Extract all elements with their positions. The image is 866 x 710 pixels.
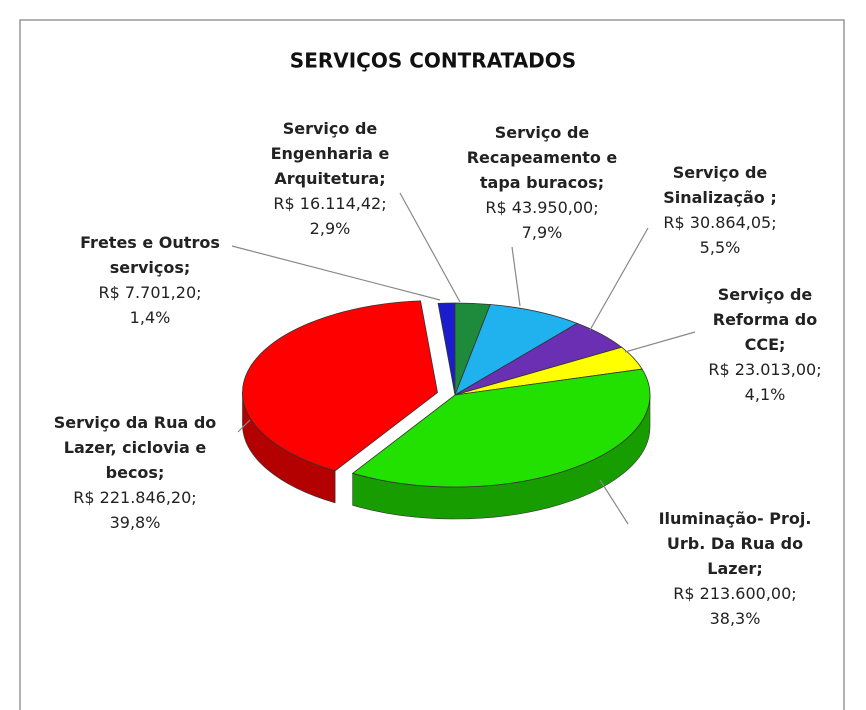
- value-label: R$ 16.114,42;: [273, 194, 387, 213]
- value-label: R$ 30.864,05;: [663, 213, 777, 232]
- percent-label: 2,9%: [309, 219, 351, 238]
- data-label: Serviço de Sinalização ; R$ 30.864,05; 5,5…: [655, 160, 785, 260]
- category-label: Serviço de Sinalização ;: [663, 163, 777, 207]
- chart-title: SERVIÇOS CONTRATADOS: [290, 49, 576, 73]
- leader-line: [511, 246, 521, 307]
- percent-label: 5,5%: [699, 238, 741, 257]
- leader-line: [237, 419, 251, 433]
- value-label: R$ 43.950,00;: [485, 198, 599, 217]
- data-label: Serviço de Reforma do CCE; R$ 23.013,00; 4…: [690, 282, 840, 407]
- slice: [454, 304, 579, 396]
- category-label: Serviço de Reforma do CCE;: [712, 285, 818, 354]
- data-label: Fretes e Outros serviços; R$ 7.701,20; 1,4…: [70, 230, 230, 330]
- value-label: R$ 23.013,00;: [708, 360, 822, 379]
- leader-line: [624, 331, 696, 353]
- slice: [242, 300, 438, 472]
- category-label: Serviço de Engenharia e Arquitetura;: [270, 119, 390, 188]
- slice: [437, 302, 456, 396]
- category-label: Serviço da Rua do Lazer, ciclovia e beco…: [53, 413, 217, 482]
- data-label: Serviço de Engenharia e Arquitetura; R$ 1…: [260, 116, 400, 241]
- percent-label: 38,3%: [709, 609, 761, 628]
- percent-label: 39,8%: [109, 513, 161, 532]
- leader-line: [231, 245, 441, 301]
- leader-line: [399, 192, 461, 303]
- category-label: Fretes e Outros serviços;: [80, 233, 220, 277]
- percent-label: 7,9%: [521, 223, 563, 242]
- chart-frame: [19, 19, 845, 710]
- data-label: Iluminação- Proj. Urb. Da Rua do Lazer; R…: [650, 506, 820, 631]
- percent-label: 1,4%: [129, 308, 171, 327]
- percent-label: 4,1%: [744, 385, 786, 404]
- leader-line: [589, 227, 649, 331]
- value-label: R$ 221.846,20;: [73, 488, 197, 507]
- category-label: Iluminação- Proj. Urb. Da Rua do Lazer;: [658, 509, 812, 578]
- slice: [351, 368, 651, 488]
- data-label: Serviço de Recapeamento e tapa buracos; R…: [462, 120, 622, 245]
- category-label: Serviço de Recapeamento e tapa buracos;: [466, 123, 618, 192]
- value-label: R$ 213.600,00;: [673, 584, 797, 603]
- value-label: R$ 7.701,20;: [98, 283, 202, 302]
- leader-line: [599, 479, 629, 525]
- data-label: Serviço da Rua do Lazer, ciclovia e beco…: [45, 410, 225, 535]
